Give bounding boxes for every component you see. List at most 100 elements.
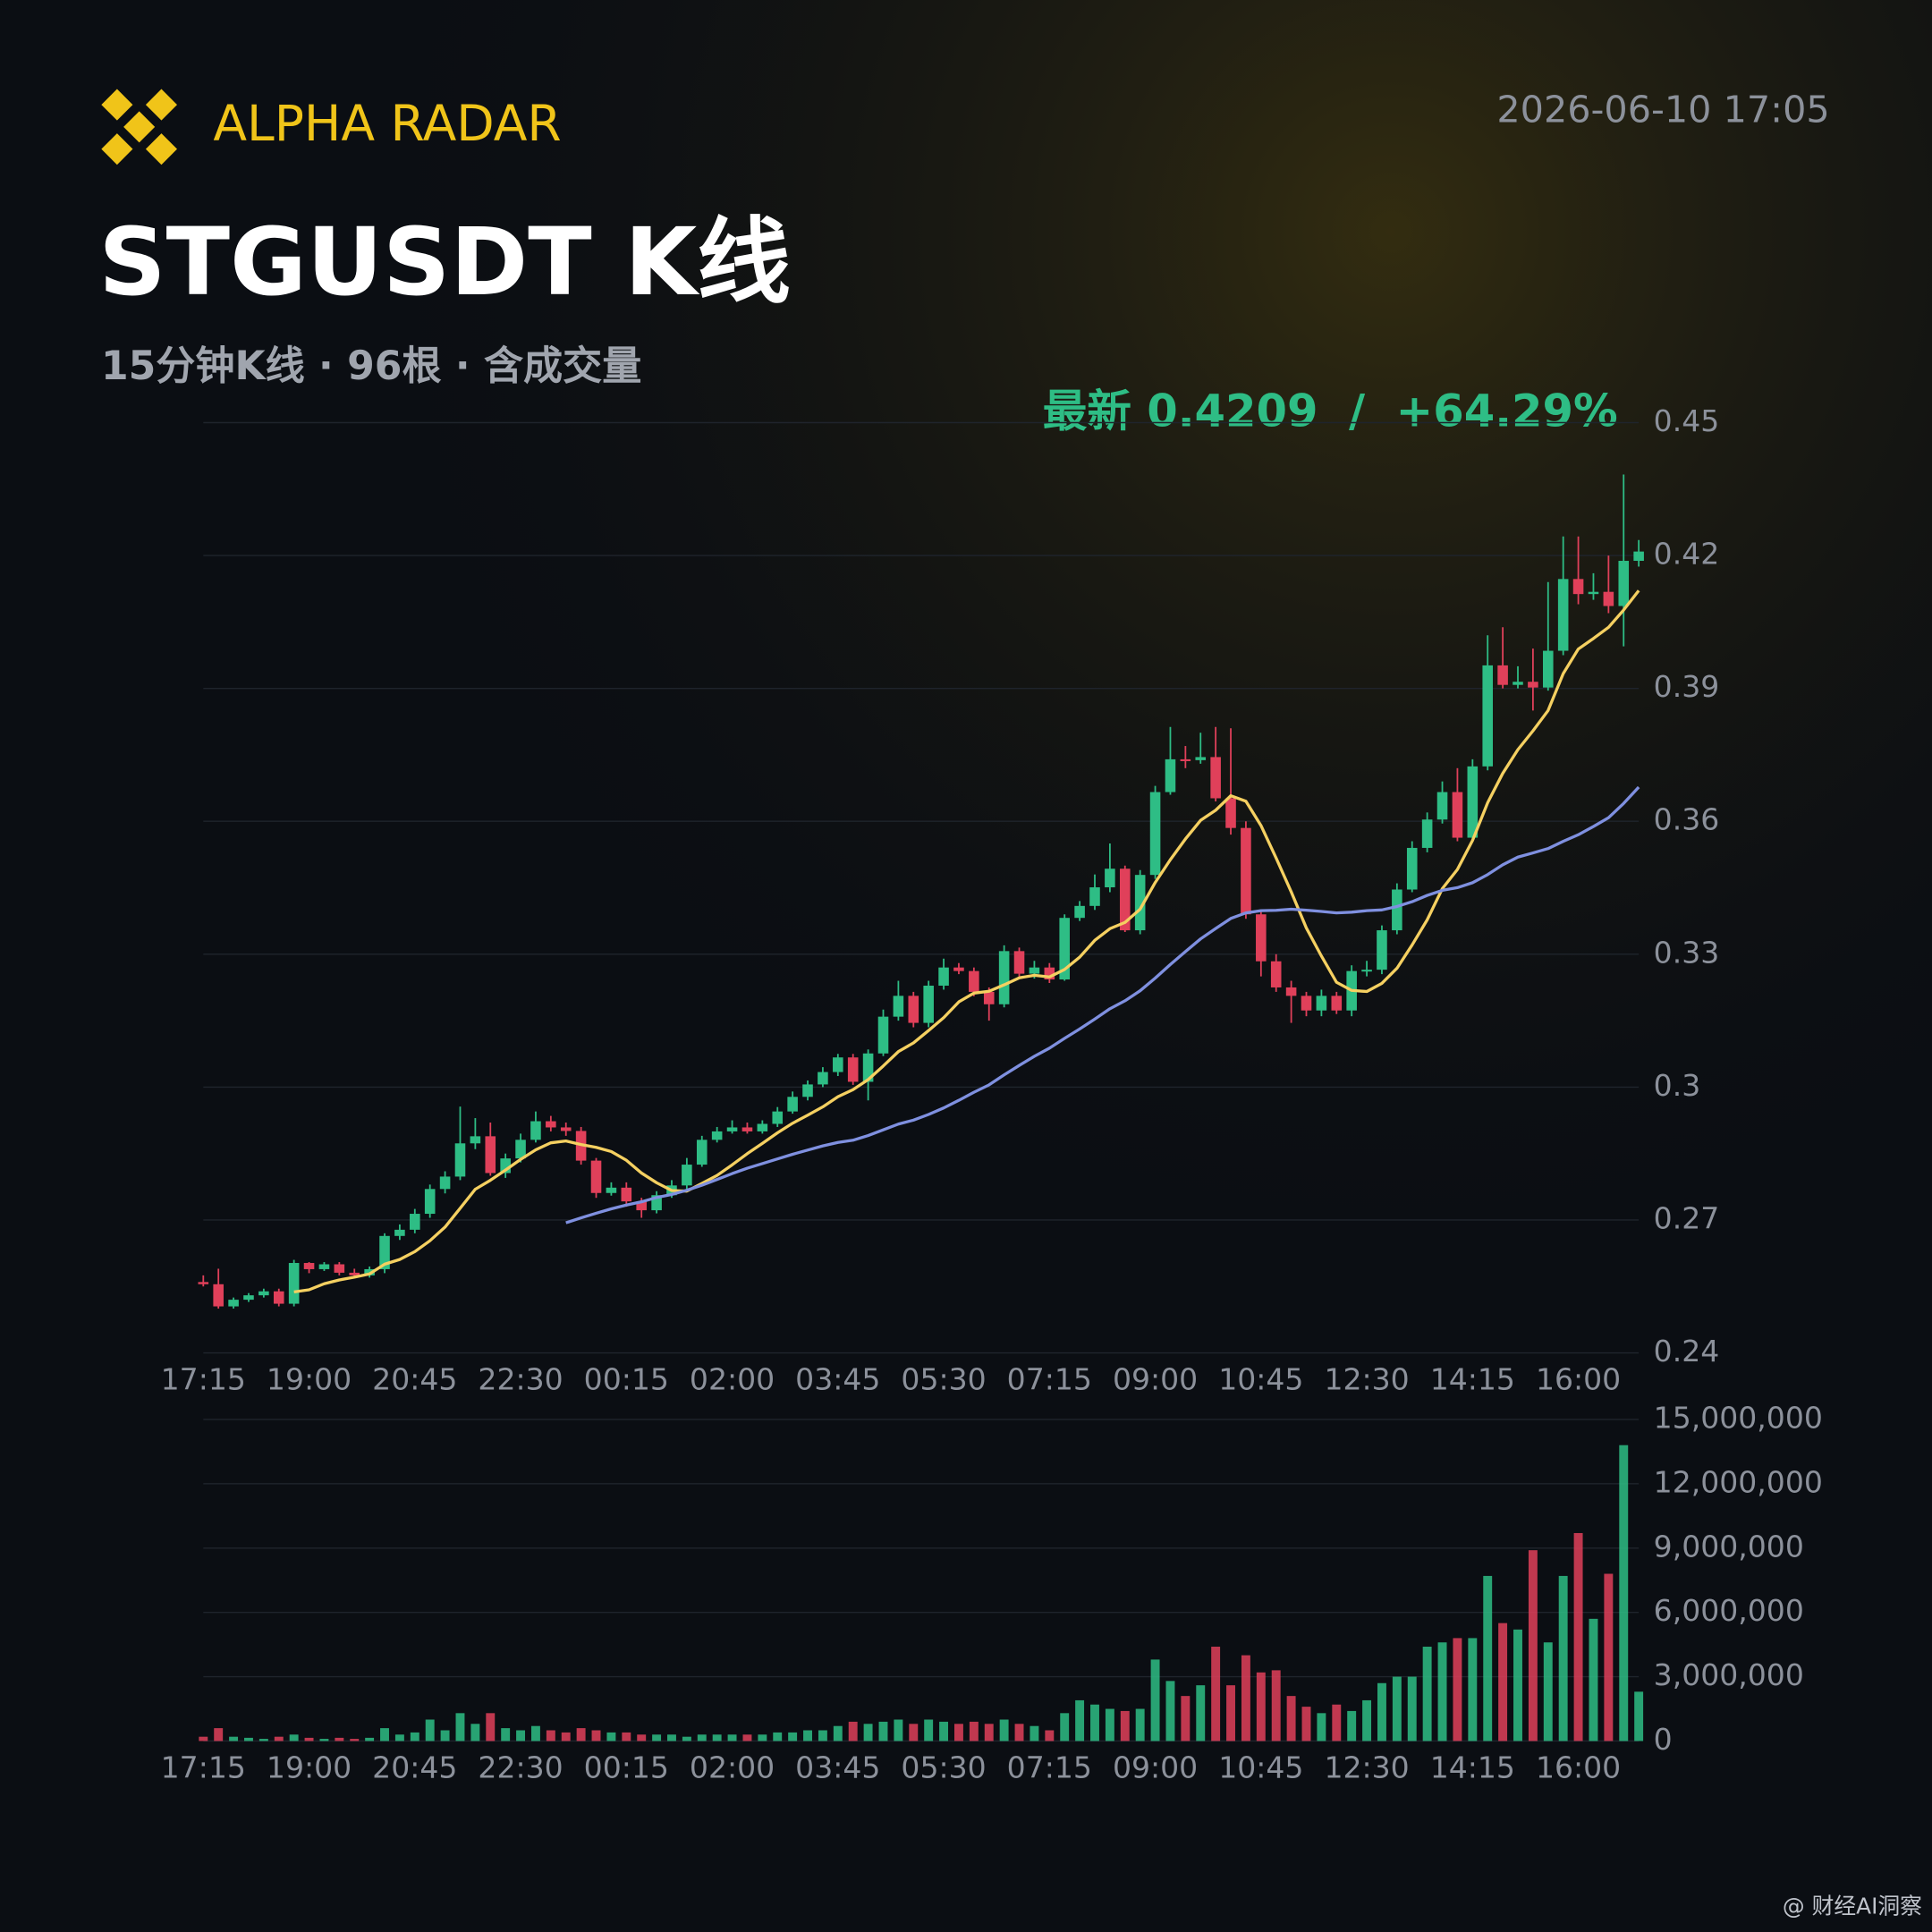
candle-body (1436, 792, 1448, 820)
volume-bar (1181, 1696, 1191, 1741)
volume-bar (999, 1719, 1009, 1741)
volume-bar (1392, 1676, 1402, 1741)
candle-body (454, 1143, 466, 1177)
x-tick-label: 05:30 (901, 1362, 986, 1397)
volume-bar (425, 1719, 435, 1741)
logo (101, 89, 177, 165)
volume-bar (622, 1732, 631, 1741)
volume-x-tick-label: 10:45 (1218, 1750, 1303, 1785)
candle-body (983, 991, 995, 1004)
candle-body (439, 1176, 451, 1190)
volume-bar (969, 1721, 979, 1741)
candle-body (213, 1284, 224, 1307)
candle-body (1044, 967, 1055, 980)
volume-bar (289, 1734, 299, 1741)
x-tick-label: 20:45 (372, 1362, 457, 1397)
volume-x-tick-label: 20:45 (372, 1750, 457, 1785)
candle-body (1421, 819, 1433, 848)
candle-body (303, 1263, 315, 1269)
candle-body (1588, 591, 1599, 595)
candle-body (1256, 914, 1267, 962)
candle-body (998, 951, 1010, 1004)
x-tick-label: 17:15 (161, 1362, 246, 1397)
chart: 0.24 0.27 0.3 0.33 0.36 0.39 0.42 0.45 0 3,000,00… (161, 403, 1823, 1785)
latest-price: 最新 0.4209 / +64.29% (1043, 385, 1618, 436)
candle-body (1618, 561, 1630, 606)
volume-tick-label: 0 (1654, 1722, 1673, 1757)
volume-bar (1150, 1659, 1160, 1741)
candle-body (1603, 591, 1614, 606)
candle-body (334, 1264, 345, 1273)
y-tick-label: 0.24 (1654, 1334, 1720, 1368)
volume-bar (1301, 1707, 1311, 1741)
candle-body (243, 1295, 254, 1301)
volume-x-tick-label: 12:30 (1324, 1750, 1409, 1785)
volume-bar (1014, 1724, 1024, 1741)
candle-body (1180, 758, 1191, 761)
volume-x-tick-label: 22:30 (478, 1750, 563, 1785)
x-tick-label: 07:15 (1007, 1362, 1092, 1397)
candle-body (757, 1123, 768, 1131)
candle-body (288, 1263, 300, 1304)
volume-bar (530, 1725, 540, 1741)
volume-bar (637, 1734, 647, 1741)
volume-bar (803, 1730, 812, 1741)
candle-body (711, 1131, 723, 1140)
candle-body (1301, 996, 1312, 1011)
candle-body (847, 1057, 859, 1082)
volume-bar (410, 1732, 419, 1741)
volume-bar (878, 1721, 888, 1741)
volume-x-tick-label: 19:00 (267, 1750, 352, 1785)
volume-bar (727, 1734, 737, 1741)
y-tick-label: 0.45 (1654, 403, 1720, 438)
volume-bar (486, 1713, 496, 1741)
volume-bar (214, 1728, 224, 1741)
volume-x-tick-label: 14:15 (1430, 1750, 1515, 1785)
volume-bar (1407, 1676, 1417, 1741)
volume-bar (697, 1734, 707, 1741)
subtitle: 15分钟K线 · 96根 · 含成交量 (101, 343, 641, 389)
volume-bar (380, 1728, 389, 1741)
volume-bar (335, 1737, 344, 1741)
volume-tick-label: 6,000,000 (1654, 1593, 1804, 1628)
volume-bar (1589, 1618, 1598, 1741)
candle-body (1633, 551, 1644, 562)
candle-body (606, 1187, 617, 1193)
candle-body (787, 1097, 798, 1112)
volume-bar (394, 1734, 404, 1741)
volume-bar (455, 1713, 465, 1741)
y-tick-label: 0.42 (1654, 537, 1720, 572)
volume-bar (652, 1734, 662, 1741)
candle-body (636, 1201, 647, 1211)
candle-body (621, 1187, 632, 1202)
volume-bar (758, 1734, 767, 1741)
volume-tick-label: 15,000,000 (1654, 1400, 1823, 1435)
volume-x-tick-label: 03:45 (795, 1750, 880, 1785)
x-tick-label: 14:15 (1430, 1362, 1515, 1397)
volume-bar (1453, 1638, 1462, 1741)
candle-body (424, 1189, 436, 1215)
volume-bar (1347, 1710, 1357, 1741)
candle-body (410, 1214, 420, 1230)
candle-body (862, 1053, 874, 1082)
candle-body (969, 970, 979, 992)
volume-bar (1332, 1704, 1342, 1741)
volume-bar (984, 1724, 994, 1741)
candle-body (1513, 682, 1523, 685)
candle-body (1059, 918, 1070, 980)
candle-body (1497, 665, 1508, 685)
candle-body (228, 1300, 239, 1307)
watermark: @ 财经AI洞察 (1783, 1893, 1922, 1919)
candle-body (893, 996, 904, 1017)
volume-bar (229, 1736, 239, 1741)
candle-body (1528, 682, 1538, 688)
candle-body (818, 1072, 828, 1085)
volume-bar (953, 1724, 963, 1741)
volume-bar (1573, 1532, 1583, 1741)
candle-body (651, 1195, 662, 1211)
volume-bar (1256, 1672, 1266, 1741)
candle-body (1089, 887, 1100, 906)
volume-bar (1211, 1647, 1221, 1741)
volume-bar (924, 1719, 934, 1741)
volume-bar (848, 1721, 858, 1741)
